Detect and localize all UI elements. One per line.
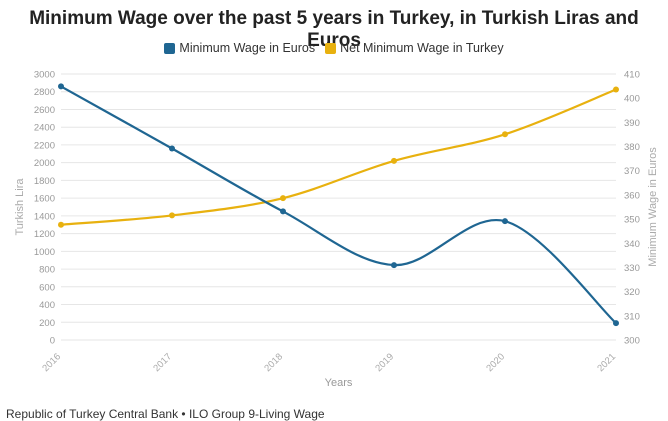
y-tick-label-left: 2600 bbox=[34, 105, 55, 116]
y-tick-label-left: 1800 bbox=[34, 176, 55, 187]
x-tick-label: 2021 bbox=[595, 351, 618, 374]
y-tick-label-left: 2200 bbox=[34, 140, 55, 151]
series-line-0 bbox=[60, 85, 617, 324]
y-tick-label-left: 1000 bbox=[34, 247, 55, 258]
y-tick-label-right: 390 bbox=[624, 118, 640, 129]
y-tick-label-left: 600 bbox=[39, 282, 55, 293]
y-tick-label-right: 300 bbox=[624, 336, 640, 347]
source-note: Republic of Turkey Central Bank • ILO Gr… bbox=[6, 407, 325, 421]
legend-label-euros: Minimum Wage in Euros bbox=[179, 41, 316, 55]
line-chart: 0 200 400 600 800 1000 1200 1400 1600 1800 2000 220… bbox=[14, 70, 659, 390]
y-tick-label-left: 2000 bbox=[34, 158, 55, 169]
series-line-1 bbox=[60, 88, 617, 226]
y-tick-label-right: 310 bbox=[624, 311, 640, 322]
x-tick-label: 2018 bbox=[262, 351, 285, 374]
data-point bbox=[613, 320, 619, 327]
data-point bbox=[280, 195, 286, 202]
y-tick-label-left: 0 bbox=[50, 336, 55, 347]
legend: Minimum Wage in Euros Net Minimum Wage i… bbox=[0, 41, 668, 55]
data-point bbox=[391, 157, 397, 164]
y-tick-label-right: 380 bbox=[624, 142, 640, 153]
legend-item-euros[interactable]: Minimum Wage in Euros bbox=[164, 41, 315, 55]
y-tick-label-right: 360 bbox=[624, 190, 640, 201]
data-point bbox=[58, 221, 64, 228]
data-point bbox=[169, 212, 175, 219]
y-axis-title-right: Minimum Wage in Euros bbox=[647, 147, 659, 267]
x-tick-label: 2020 bbox=[484, 351, 507, 374]
y-tick-label-right: 330 bbox=[624, 263, 640, 274]
y-tick-label-left: 3000 bbox=[34, 70, 55, 81]
chart-title: Minimum Wage over the past 5 years in Tu… bbox=[29, 8, 639, 51]
y-axis-title-left: Turkish Lira bbox=[14, 178, 26, 236]
y-tick-label-left: 1200 bbox=[34, 229, 55, 240]
x-tick-label: 2019 bbox=[373, 351, 396, 374]
legend-swatch-euros bbox=[164, 42, 176, 54]
data-point bbox=[169, 145, 175, 152]
y-tick-label-left: 2400 bbox=[34, 123, 55, 134]
y-tick-label-left: 200 bbox=[39, 318, 55, 329]
data-point bbox=[391, 262, 397, 269]
y-tick-label-right: 350 bbox=[624, 215, 640, 226]
x-axis-title: Years bbox=[325, 377, 353, 389]
y-tick-label-left: 2800 bbox=[34, 87, 55, 98]
y-tick-label-right: 340 bbox=[624, 239, 640, 250]
y-tick-label-right: 410 bbox=[624, 70, 640, 81]
y-tick-label-right: 400 bbox=[624, 94, 640, 105]
data-point bbox=[58, 83, 64, 90]
legend-swatch-lira bbox=[325, 42, 337, 54]
x-tick-label: 2016 bbox=[40, 351, 63, 374]
y-tick-label-left: 400 bbox=[39, 300, 55, 311]
y-tick-label-left: 800 bbox=[39, 265, 55, 276]
legend-label-lira: Net Minimum Wage in Turkey bbox=[340, 41, 504, 55]
legend-item-lira[interactable]: Net Minimum Wage in Turkey bbox=[325, 41, 504, 55]
y-tick-label-left: 1400 bbox=[34, 211, 55, 222]
y-tick-label-right: 370 bbox=[624, 166, 640, 177]
y-tick-label-left: 1600 bbox=[34, 194, 55, 205]
y-tick-label-right: 320 bbox=[624, 287, 640, 298]
data-point bbox=[502, 218, 508, 225]
x-tick-label: 2017 bbox=[151, 351, 174, 374]
data-point bbox=[280, 208, 286, 215]
data-point bbox=[502, 131, 508, 138]
data-point bbox=[613, 86, 619, 93]
